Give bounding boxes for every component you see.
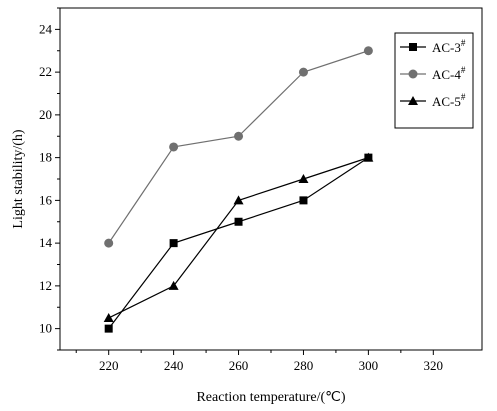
legend-marker-ac-3 xyxy=(409,43,417,51)
legend: AC-3# AC-4# AC-5# xyxy=(394,32,474,129)
data-point-ac-5 xyxy=(168,280,179,290)
data-point-ac-5 xyxy=(363,152,374,162)
data-point-ac-4 xyxy=(169,142,179,152)
x-tick-label: 220 xyxy=(99,358,119,373)
legend-marker-ac-5 xyxy=(408,96,418,105)
x-axis-ticks: 220 240 260 280 300 320 xyxy=(75,350,444,373)
data-point-ac-5 xyxy=(103,312,114,322)
series-line-ac-5 xyxy=(108,157,369,319)
y-tick-label: 18 xyxy=(39,150,52,165)
y-tick-label: 20 xyxy=(39,107,52,122)
legend-label-ac-4: AC-4# xyxy=(432,65,466,82)
data-point-ac-4 xyxy=(363,46,373,56)
data-point-ac-5 xyxy=(233,195,244,205)
y-tick-label: 14 xyxy=(39,235,53,250)
y-tick-label: 24 xyxy=(39,21,53,36)
legend-label-ac-3: AC-3# xyxy=(432,38,466,55)
data-point-ac-3 xyxy=(234,217,243,226)
x-tick-label: 300 xyxy=(359,358,379,373)
x-tick-label: 320 xyxy=(424,358,444,373)
x-tick-label: 260 xyxy=(229,358,249,373)
data-point-ac-4 xyxy=(104,238,114,248)
data-point-ac-3 xyxy=(104,324,113,333)
x-tick-label: 280 xyxy=(294,358,314,373)
data-point-ac-3 xyxy=(169,239,178,248)
legend-box xyxy=(394,32,474,129)
data-point-ac-5 xyxy=(298,174,309,183)
series-ac-5 xyxy=(103,152,374,322)
data-point-ac-3 xyxy=(299,196,308,205)
legend-label-ac-5: AC-5# xyxy=(432,92,466,109)
x-tick-label: 240 xyxy=(164,358,184,373)
data-point-ac-4 xyxy=(298,67,308,77)
legend-marker-ac-4 xyxy=(408,69,418,79)
series-layer xyxy=(103,46,374,333)
series-ac-3 xyxy=(104,153,373,333)
y-tick-label: 12 xyxy=(39,278,52,293)
data-point-ac-4 xyxy=(234,131,244,141)
series-line-ac-3 xyxy=(108,157,369,329)
y-tick-label: 16 xyxy=(39,192,53,207)
y-tick-label: 10 xyxy=(39,321,52,336)
x-axis-label: Reaction temperature/(℃) xyxy=(196,390,345,405)
y-axis-ticks: 10 12 14 16 18 20 22 24 xyxy=(39,7,60,351)
series-ac-4 xyxy=(104,46,373,248)
series-line-ac-4 xyxy=(108,50,369,244)
y-axis-label: Light stability/(h) xyxy=(11,129,26,228)
y-tick-label: 22 xyxy=(39,64,52,79)
